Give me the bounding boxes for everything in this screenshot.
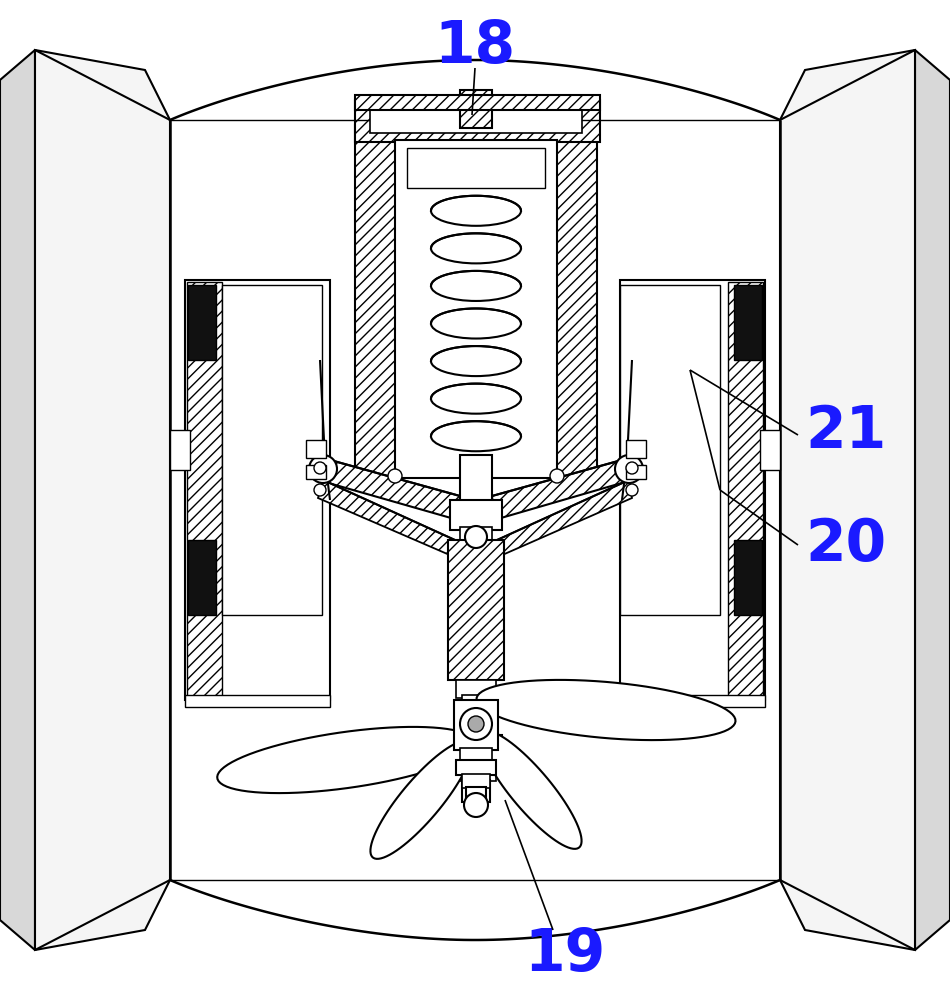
Bar	[456, 718, 496, 736]
Bar	[355, 100, 600, 142]
Bar	[734, 540, 762, 615]
Bar	[306, 465, 326, 479]
Polygon shape	[481, 731, 581, 849]
Bar	[395, 140, 557, 478]
Bar	[620, 280, 765, 700]
Bar	[620, 285, 720, 615]
Bar	[188, 285, 216, 360]
Text: 18: 18	[434, 18, 516, 76]
Bar	[460, 455, 492, 505]
Circle shape	[550, 469, 564, 483]
Circle shape	[464, 793, 488, 817]
Circle shape	[468, 716, 484, 732]
Text: 19: 19	[524, 926, 606, 984]
Polygon shape	[492, 458, 632, 520]
Bar	[188, 540, 216, 615]
Text: 21: 21	[805, 403, 886, 460]
Bar	[170, 430, 190, 470]
Polygon shape	[35, 50, 170, 950]
Bar	[460, 527, 492, 545]
Bar	[462, 774, 490, 788]
Bar	[222, 285, 322, 615]
Bar	[626, 440, 646, 458]
Polygon shape	[915, 50, 950, 950]
Polygon shape	[497, 480, 632, 556]
Bar	[185, 280, 330, 700]
Bar	[450, 500, 502, 530]
Bar	[466, 787, 486, 805]
Bar	[306, 440, 326, 458]
Bar	[620, 695, 765, 707]
Bar	[355, 125, 397, 485]
Bar	[460, 90, 492, 128]
Circle shape	[314, 462, 326, 474]
Bar	[456, 763, 496, 781]
Polygon shape	[318, 458, 460, 520]
Circle shape	[465, 526, 487, 548]
Bar	[355, 95, 600, 110]
Bar	[456, 680, 496, 698]
Bar	[448, 540, 504, 680]
Bar	[728, 282, 763, 698]
Bar	[760, 430, 780, 470]
Bar	[185, 695, 330, 707]
Polygon shape	[370, 741, 471, 859]
Polygon shape	[477, 680, 735, 740]
Bar	[187, 282, 222, 698]
Polygon shape	[780, 50, 915, 950]
Bar	[407, 148, 545, 188]
Circle shape	[460, 708, 492, 740]
Bar	[454, 700, 498, 750]
Bar	[462, 695, 490, 720]
Bar	[460, 748, 492, 760]
Bar	[734, 285, 762, 360]
Polygon shape	[318, 480, 455, 556]
Circle shape	[314, 484, 326, 496]
Circle shape	[626, 462, 638, 474]
Bar	[370, 108, 582, 133]
Bar	[555, 125, 597, 485]
Bar	[450, 735, 502, 765]
Circle shape	[626, 484, 638, 496]
Bar	[626, 465, 646, 479]
Circle shape	[615, 455, 643, 483]
Bar	[462, 780, 490, 802]
Circle shape	[309, 455, 337, 483]
Bar	[456, 760, 496, 775]
Text: 20: 20	[805, 516, 886, 574]
Circle shape	[388, 469, 402, 483]
Polygon shape	[0, 50, 35, 950]
Polygon shape	[218, 727, 475, 793]
